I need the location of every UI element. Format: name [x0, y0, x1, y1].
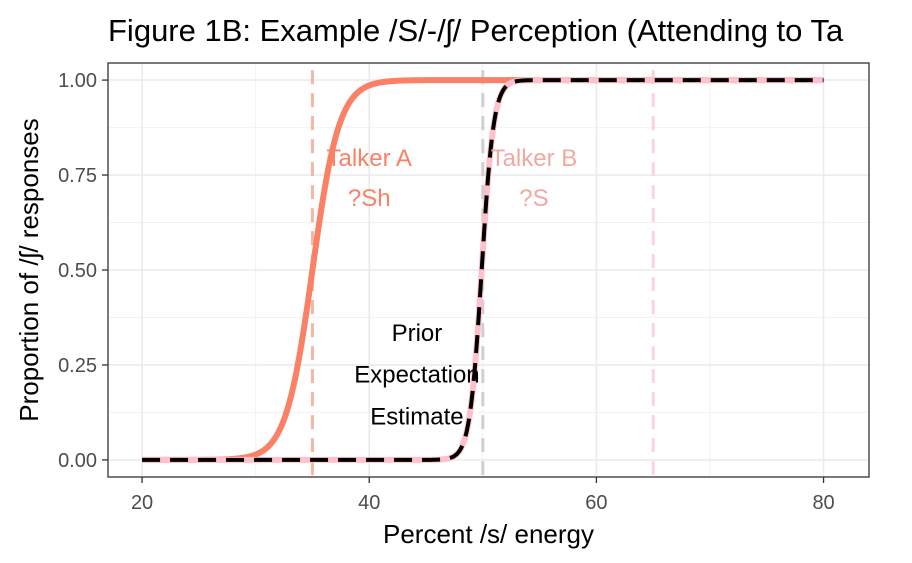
y-tick-label: 1.00	[58, 70, 97, 92]
y-tick-label: 0.75	[58, 165, 97, 187]
y-tick-label: 0.25	[58, 355, 97, 377]
annotations: Talker A ?Sh Talker B ?S Prior Expectation Est…	[327, 145, 578, 430]
x-axis-title: Percent /s/ energy	[383, 519, 594, 549]
series-curves	[140, 77, 826, 463]
x-tick-label: 80	[812, 492, 834, 514]
grid	[108, 63, 869, 477]
annotation-label: ?Sh	[348, 185, 391, 212]
x-tick-label: 60	[585, 492, 607, 514]
y-axis-title: Proportion of /ʃ/ responses	[14, 118, 44, 422]
x-tick-label: 40	[358, 492, 380, 514]
axis-ticks: 20 40 60 80 0.00 0.25 0.50 0.75 1.00	[58, 70, 835, 514]
annotation-label: Estimate	[370, 403, 463, 430]
y-tick-label: 0.50	[58, 260, 97, 282]
series-line	[141, 78, 825, 462]
y-tick-label: 0.00	[58, 450, 97, 472]
annotation-label: Talker A	[327, 145, 412, 172]
annotation-label: Prior	[392, 320, 443, 347]
chart-title: Figure 1B: Example /S/-/ʃ/ Perception (A…	[108, 13, 844, 48]
annotation-label: ?S	[519, 185, 548, 212]
annotation-label: Expectation	[354, 362, 479, 389]
x-tick-label: 20	[131, 492, 153, 514]
annotation-label: Talker B	[491, 145, 578, 172]
